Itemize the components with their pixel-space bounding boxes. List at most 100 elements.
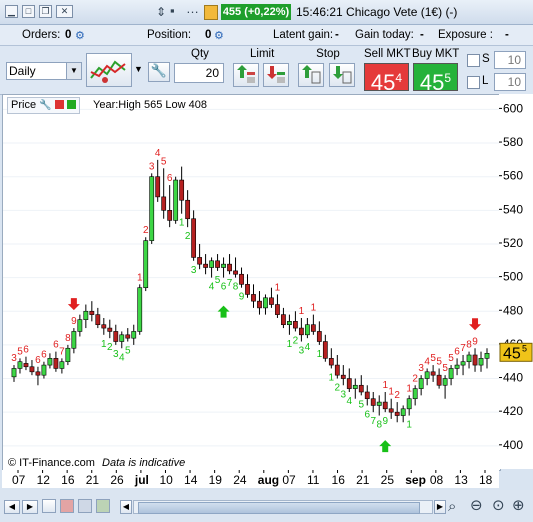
price-axis: 400420440460480500520540560580600455 (499, 94, 533, 469)
stop-buy-button[interactable] (298, 63, 324, 87)
candle-down (340, 374, 346, 379)
price-label: Price (11, 99, 37, 111)
orders-label: Orders: (22, 29, 61, 41)
candle-down (322, 341, 328, 359)
wrench-icon[interactable]: 🔧 (39, 100, 52, 111)
minimize-icon[interactable]: ▁ (5, 5, 18, 18)
candle-down (89, 310, 95, 315)
scroll-left-arrow[interactable]: ◀ (120, 500, 132, 514)
candle-down (101, 324, 107, 329)
position-gear-icon[interactable]: ⚙ (214, 30, 224, 42)
period-large-icon[interactable] (96, 499, 110, 513)
candle-down (185, 199, 191, 220)
watchlist-icon[interactable] (204, 5, 218, 20)
candle-up (149, 176, 155, 241)
limit-buy-button[interactable] (233, 63, 259, 87)
td-count-label: 7 (370, 416, 376, 427)
td-count-label: 3 (113, 349, 119, 360)
day-label: 08 (430, 473, 444, 487)
td-count-label: 5 (358, 399, 364, 410)
candle-down (245, 284, 250, 295)
candle-down (155, 176, 161, 198)
stop-buy-icon (302, 65, 321, 84)
last-price-decimal: 5 (522, 343, 527, 353)
restore-icon[interactable]: ❐ (39, 5, 52, 18)
candle-up (137, 287, 143, 332)
long-checkbox[interactable] (467, 76, 480, 89)
latent-gain-value: - (335, 29, 339, 41)
period-small-icon[interactable] (60, 499, 74, 513)
td-count-label: 8 (233, 282, 239, 293)
day-label: 12 (37, 473, 51, 487)
day-label: 11 (307, 473, 320, 487)
scroll-left-icon[interactable]: ◀ (4, 500, 20, 514)
chart-header: Price 🔧 (7, 97, 80, 114)
candle-down (275, 304, 280, 315)
candle-up (460, 361, 466, 366)
chevron-down-icon[interactable]: ▼ (134, 64, 143, 74)
price-tick-label: 560 (503, 169, 523, 183)
td-count-label: 5 (448, 353, 454, 364)
day-label: 07 (12, 473, 26, 487)
tool-wrench-icon[interactable]: 🔧 (148, 62, 170, 82)
short-checkbox[interactable] (467, 54, 480, 67)
candle-down (107, 327, 113, 332)
chevron-down-icon[interactable]: ▼ (66, 63, 81, 79)
period-select[interactable]: Daily ▼ (6, 62, 82, 80)
limit-sell-button[interactable] (263, 63, 289, 87)
window-title: 15:46:21 Chicago Vete (1€) (-) (296, 5, 458, 19)
close-icon[interactable]: ✕ (56, 5, 73, 18)
candle-down (227, 263, 232, 272)
sell-mkt-button[interactable]: 454 (364, 63, 409, 95)
td-count-label: 1 (329, 372, 335, 383)
buy-mkt-button[interactable]: 455 (413, 63, 458, 95)
exposure-label: Exposure : (438, 29, 493, 41)
indicator-button[interactable] (86, 53, 132, 87)
scroll-thumb[interactable] (138, 502, 420, 514)
candle-down (179, 179, 185, 201)
stop-label: Stop (316, 48, 340, 60)
time-axis-labels: 07 12 16 21 26 jul 10 14 19 24 aug 07 11 16 21 25 sep 08 1… (12, 470, 493, 487)
td-count-label: 6 (23, 345, 29, 356)
period-medium-icon[interactable] (78, 499, 92, 513)
long-quantity-input[interactable]: 10 (494, 73, 526, 91)
gain-today-value: - (420, 29, 424, 41)
buy-price: 45 (419, 70, 445, 95)
zoom-reset-icon[interactable]: ⊙ (492, 497, 505, 514)
candle-down (197, 257, 203, 265)
td-count-label: 4 (209, 282, 215, 293)
td-count-label: 5 (436, 356, 442, 367)
td-count-label: 5 (125, 346, 131, 357)
zoom-out-small-icon[interactable] (42, 499, 56, 513)
sell-arrow-icon[interactable] (54, 100, 64, 109)
orders-gear-icon[interactable]: ⚙ (75, 30, 85, 42)
candle-down (257, 300, 262, 309)
td-count-label: 2 (412, 373, 418, 384)
td-count-label: 6 (364, 409, 370, 420)
sell-signal-arrow (469, 318, 482, 331)
candle-up (484, 353, 490, 359)
candle-down (281, 314, 286, 326)
more-icon[interactable]: … (186, 1, 199, 16)
td-count-label: 6 (41, 350, 47, 361)
buy-arrow-icon[interactable] (66, 100, 76, 109)
candle-up (71, 331, 77, 349)
latent-gain-label: Latent gain: (273, 29, 334, 41)
scroll-track[interactable] (133, 500, 433, 514)
price-tick-label: 480 (503, 303, 523, 317)
scroll-right-arrow[interactable]: ▶ (434, 500, 446, 514)
maximize-icon[interactable]: □ (22, 5, 35, 18)
zoom-out-icon[interactable]: ⊖ (470, 497, 483, 514)
scroll-right-icon[interactable]: ▶ (22, 500, 38, 514)
zoom-in-icon[interactable]: ⊕ (512, 497, 525, 514)
stop-sell-button[interactable] (329, 63, 355, 87)
limit-buy-icon (237, 65, 255, 83)
candle-up (131, 331, 137, 339)
qty-input[interactable]: 20 (174, 63, 224, 83)
lock-icon[interactable]: ▪ (170, 3, 175, 18)
pin-icon[interactable]: ⇕ (156, 5, 167, 19)
zoom-fit-icon[interactable]: ⌕ (448, 498, 457, 515)
short-quantity-input[interactable]: 10 (494, 51, 526, 69)
